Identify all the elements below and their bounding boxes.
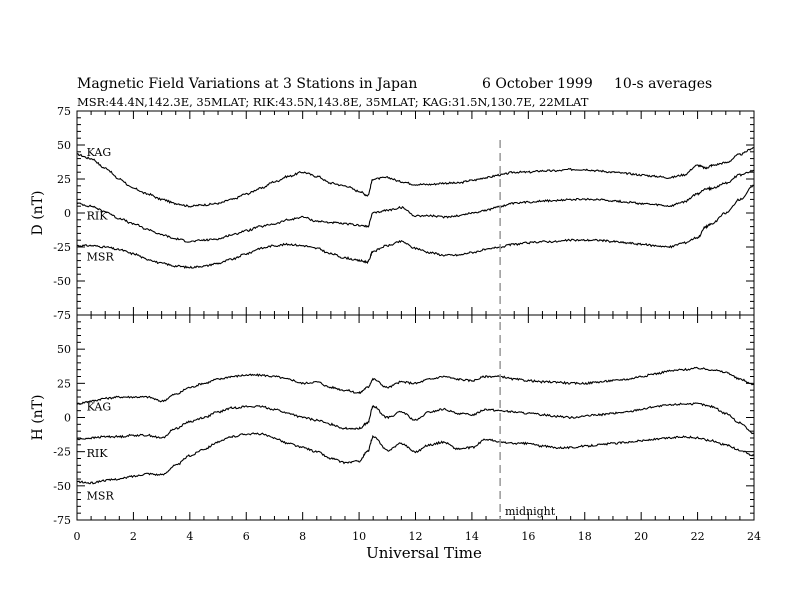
series-label-rik: RIK — [87, 210, 109, 223]
y-tick-label: -25 — [53, 446, 71, 459]
y-tick-label: 0 — [64, 412, 71, 425]
y-tick-label: 0 — [64, 207, 71, 220]
x-tick-label: 22 — [691, 530, 705, 543]
x-tick-label: 4 — [186, 530, 193, 543]
x-tick-label: 12 — [409, 530, 423, 543]
chart-stations-line: MSR:44.4N,142.3E, 35MLAT; RIK:43.5N,143.… — [77, 95, 589, 109]
panel-frame — [76, 110, 755, 316]
y-tick-label: 50 — [57, 343, 71, 356]
y-tick-label: -25 — [53, 241, 71, 254]
series-line-msr — [76, 184, 755, 269]
series-label-kag: KAG — [87, 146, 112, 159]
series-label-rik: RIK — [87, 447, 109, 460]
panel-frame — [76, 314, 755, 521]
x-tick-label: 10 — [352, 530, 366, 543]
chart-averaging: 10-s averages — [614, 76, 712, 92]
y-tick-label: 50 — [57, 139, 71, 152]
y-axis-label: H (nT) — [30, 395, 46, 441]
x-tick-label: 14 — [465, 530, 479, 543]
y-tick-label: 25 — [57, 173, 71, 186]
series-line-kag — [77, 147, 754, 208]
x-tick-label: 0 — [74, 530, 81, 543]
series-line-rik — [76, 169, 755, 243]
series-line-kag — [76, 366, 755, 406]
series-line-msr — [76, 432, 755, 485]
x-tick-label: 2 — [130, 530, 137, 543]
x-tick-label: 20 — [634, 530, 648, 543]
series-label-kag: KAG — [87, 401, 112, 414]
series-label-msr: MSR — [87, 489, 115, 502]
y-axis-label: D (nT) — [30, 191, 46, 236]
y-tick-label: 75 — [57, 105, 71, 118]
y-tick-label: -75 — [53, 514, 71, 527]
y-tick-label: -50 — [53, 275, 71, 288]
y-tick-label: -75 — [53, 309, 71, 322]
x-tick-label: 18 — [578, 530, 592, 543]
x-tick-label: 16 — [521, 530, 535, 543]
x-tick-label: 24 — [747, 530, 761, 543]
y-tick-label: -50 — [53, 480, 71, 493]
x-tick-label: 6 — [243, 530, 250, 543]
series-line-rik — [76, 402, 755, 441]
midnight-label: midnight — [505, 505, 556, 518]
series-label-msr: MSR — [87, 251, 115, 264]
plot-area: 75 50 25 0 -25 -50 -75 D (nT) KAG RIK MSR 50 25 0 -25 -… — [30, 105, 761, 543]
chart-title: Magnetic Field Variations at 3 Stations … — [77, 76, 417, 92]
x-tick-label: 8 — [299, 530, 306, 543]
chart-date: 6 October 1999 — [482, 76, 593, 92]
x-axis-title: Universal Time — [366, 544, 482, 562]
y-tick-label: 25 — [57, 377, 71, 390]
